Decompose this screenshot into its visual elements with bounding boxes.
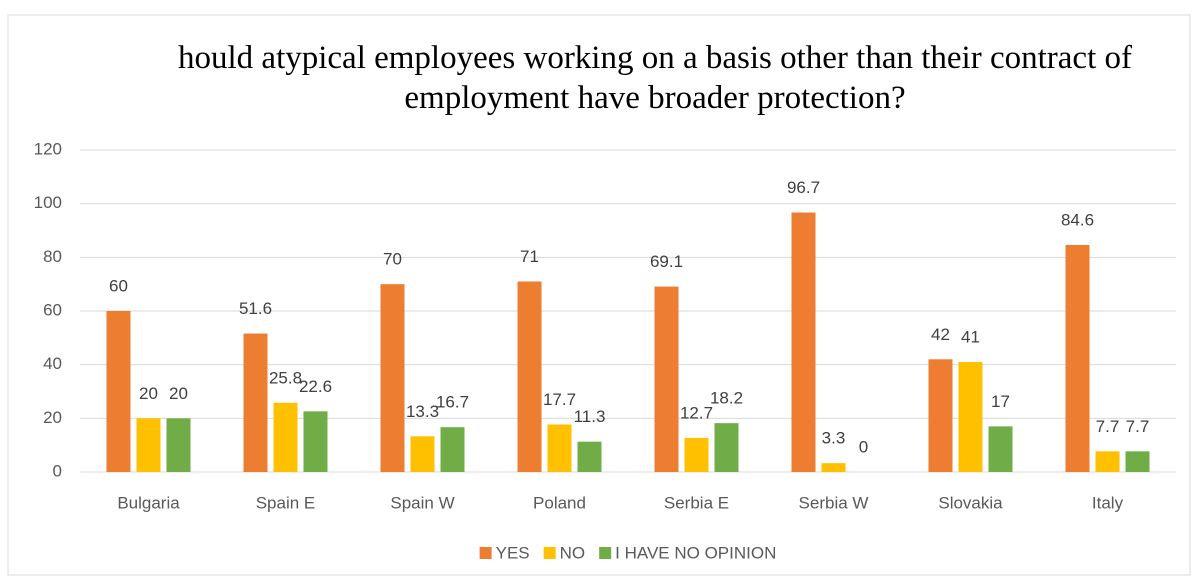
x-tick-label: Serbia E	[664, 493, 729, 512]
value-label: 70	[383, 250, 402, 269]
legend-swatch	[599, 547, 612, 559]
value-label: 20	[169, 384, 188, 403]
chart-border	[7, 14, 1191, 576]
x-tick-label: Serbia W	[799, 493, 869, 512]
value-label: 42	[931, 325, 950, 344]
value-label: 12.7	[680, 403, 713, 422]
legend-swatch	[479, 547, 492, 559]
bar	[714, 423, 739, 472]
value-label: 16.7	[436, 393, 469, 412]
x-tick-label: Spain W	[390, 493, 454, 512]
legend-swatch	[543, 547, 556, 559]
value-label: 69.1	[650, 252, 683, 271]
bar	[136, 418, 161, 472]
value-label: 51.6	[239, 299, 272, 318]
x-tick-label: Slovakia	[938, 493, 1003, 512]
value-label: 13.3	[406, 402, 439, 421]
value-label: 84.6	[1061, 210, 1094, 229]
bar	[517, 281, 542, 472]
bar	[791, 212, 816, 472]
legend-item: YES	[479, 543, 530, 562]
bar	[988, 426, 1013, 472]
value-label: 25.8	[269, 368, 302, 387]
value-label: 96.7	[787, 178, 820, 197]
bar	[654, 286, 679, 472]
legend-label: NO	[560, 543, 586, 562]
y-tick-label: 60	[43, 300, 62, 319]
value-label: 20	[139, 384, 158, 403]
x-tick-label: Bulgaria	[117, 493, 180, 512]
bar	[1065, 244, 1090, 472]
bar	[273, 402, 298, 472]
bar	[380, 284, 405, 472]
bar	[1095, 451, 1120, 472]
value-label: 18.2	[710, 389, 743, 408]
chart-title: hould atypical employees working on a ba…	[178, 40, 1132, 116]
bar	[547, 424, 572, 472]
y-tick-label: 40	[43, 354, 62, 373]
value-label: 7.7	[1096, 417, 1120, 436]
legend-label: I HAVE NO OPINION	[615, 543, 776, 562]
value-label: 11.3	[574, 407, 606, 426]
value-label: 17.7	[543, 390, 576, 409]
bar	[684, 437, 709, 472]
value-label: 41	[961, 327, 980, 346]
y-tick-label: 80	[43, 247, 62, 266]
y-tick-label: 0	[53, 461, 62, 480]
y-tick-label: 100	[34, 193, 62, 212]
bar	[1125, 451, 1150, 472]
legend-label: YES	[496, 543, 530, 562]
value-label: 17	[991, 392, 1010, 411]
x-tick-label: Poland	[533, 493, 586, 512]
bar	[166, 418, 191, 472]
y-tick-label: 120	[34, 139, 62, 158]
x-tick-label: Italy	[1092, 493, 1124, 512]
value-label: 7.7	[1126, 417, 1150, 436]
value-label: 0	[859, 437, 868, 456]
value-label: 71	[520, 247, 539, 266]
bar	[958, 361, 983, 472]
value-label: 3.3	[822, 429, 846, 448]
bar	[303, 411, 328, 472]
legend-item: I HAVE NO OPINION	[599, 543, 776, 562]
y-tick-label: 20	[43, 408, 62, 427]
bar	[243, 333, 268, 472]
bar	[577, 441, 602, 472]
bar	[821, 463, 846, 472]
x-tick-label: Spain E	[256, 493, 316, 512]
bar	[410, 436, 435, 472]
value-label: 22.6	[299, 377, 332, 396]
bar	[106, 311, 131, 472]
bar	[928, 359, 953, 472]
value-label: 60	[109, 276, 128, 295]
legend-item: NO	[543, 543, 586, 562]
bar	[440, 427, 465, 472]
